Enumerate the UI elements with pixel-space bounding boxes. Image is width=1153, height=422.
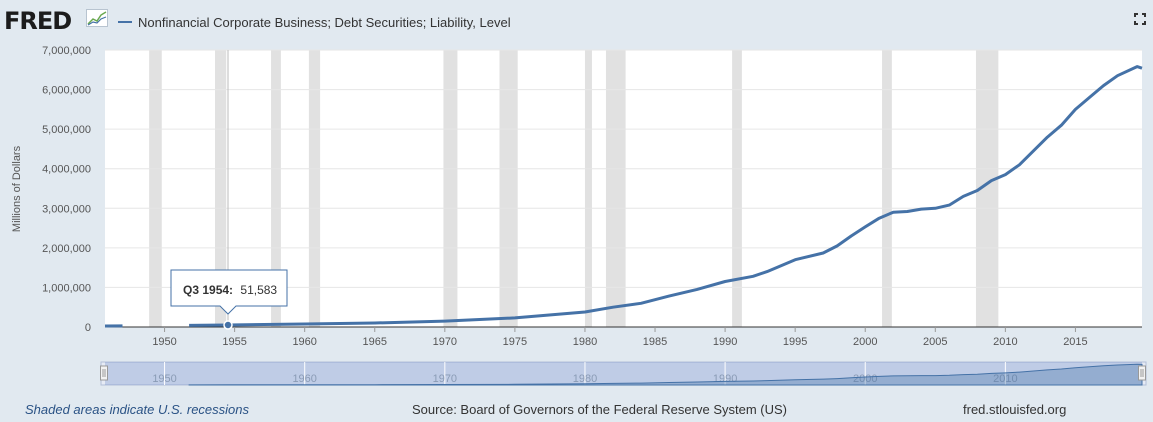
x-tick-label: 1970 — [433, 336, 457, 348]
x-tick-label: 2015 — [1063, 336, 1087, 348]
recessions-note-link[interactable]: Shaded areas indicate U.S. recessions — [25, 402, 250, 417]
chart-footer: Shaded areas indicate U.S. recessions So… — [0, 398, 1153, 422]
series-line[interactable] — [104, 65, 1143, 328]
navigator-label: 1960 — [292, 373, 316, 385]
y-tick-label: 6,000,000 — [42, 85, 91, 97]
navigator-label: 2010 — [993, 373, 1017, 385]
recession-band — [149, 50, 162, 327]
legend-swatch — [118, 21, 132, 23]
navigator-handle-right[interactable] — [1138, 365, 1146, 381]
y-tick-label: 0 — [85, 322, 91, 334]
recession-band — [584, 50, 592, 327]
x-tick-label: 1985 — [643, 336, 667, 348]
recession-band — [499, 50, 518, 327]
x-tick-label: 1955 — [222, 336, 246, 348]
chart-header: FRED Nonfinancial Corporate Business; De… — [0, 0, 1153, 44]
fred-logo[interactable]: FRED — [4, 7, 72, 35]
site-link[interactable]: fred.stlouisfed.org — [963, 402, 1067, 417]
y-tick-label: 5,000,000 — [42, 124, 91, 136]
chart[interactable]: 0 1,000,000 2,000,000 3,000,000 4,000,000 5,0… — [0, 0, 1153, 398]
recession-band — [882, 50, 892, 327]
navigator-series — [188, 363, 1143, 386]
navigator-series-area — [188, 363, 1143, 386]
y-tick-label: 3,000,000 — [42, 203, 91, 215]
y-tick-label: 7,000,000 — [42, 45, 91, 57]
navigator-label: 2000 — [853, 373, 877, 385]
tooltip-period: Q3 1954: — [183, 283, 233, 297]
x-tick-label: 1995 — [783, 336, 807, 348]
hover-point — [223, 320, 233, 330]
recession-band — [215, 50, 227, 327]
y-tick-label: 2,000,000 — [42, 243, 91, 255]
recession-band — [308, 50, 321, 327]
navigator-label: 1980 — [573, 373, 597, 385]
x-tick-label: 1950 — [152, 336, 176, 348]
x-axis-ticks: 1950 1955 1960 1965 1970 1975 1980 1985 1990 1995… — [152, 327, 1088, 348]
navigator-handle-left[interactable] — [100, 365, 108, 381]
x-tick-label: 1980 — [573, 336, 597, 348]
navigator[interactable]: 1950196019701980199020002010 — [100, 361, 1147, 386]
source-credit: Source: Board of Governors of the Federa… — [412, 402, 787, 417]
legend-label: Nonfinancial Corporate Business; Debt Se… — [138, 14, 511, 30]
recession-band — [605, 50, 626, 327]
recession-band — [732, 50, 742, 327]
navigator-label: 1970 — [433, 373, 457, 385]
fred-graph-icon — [86, 9, 108, 27]
x-tick-label: 2010 — [993, 336, 1017, 348]
series-path[interactable] — [104, 65, 1143, 328]
x-tick-label: 1960 — [292, 336, 316, 348]
tooltip-box — [170, 269, 288, 315]
y-axis-ticks: 0 1,000,000 2,000,000 3,000,000 4,000,000 5,0… — [42, 45, 91, 334]
x-tick-label: 1990 — [713, 336, 737, 348]
tooltip-value: 51,583 — [240, 283, 277, 297]
y-tick-label: 1,000,000 — [42, 282, 91, 294]
x-tick-label: 2005 — [923, 336, 947, 348]
tooltip: Q3 1954: 51,583 — [170, 269, 288, 315]
x-tick-label: 1965 — [363, 336, 387, 348]
recession-bands — [149, 50, 999, 327]
navigator-label: 1950 — [152, 373, 176, 385]
x-tick-label: 1975 — [503, 336, 527, 348]
svg-text:Q3 1954: 51,583: Q3 1954: 51,583 — [183, 283, 277, 297]
legend[interactable]: Nonfinancial Corporate Business; Debt Se… — [118, 14, 511, 30]
recession-band — [975, 50, 999, 327]
recession-band — [443, 50, 458, 327]
navigator-selection[interactable] — [105, 362, 1142, 385]
fullscreen-icon[interactable] — [1134, 13, 1146, 25]
recession-band — [271, 50, 281, 327]
x-tick-label: 2000 — [853, 336, 877, 348]
y-tick-label: 4,000,000 — [42, 164, 91, 176]
y-axis-title: Millions of Dollars — [11, 145, 23, 232]
